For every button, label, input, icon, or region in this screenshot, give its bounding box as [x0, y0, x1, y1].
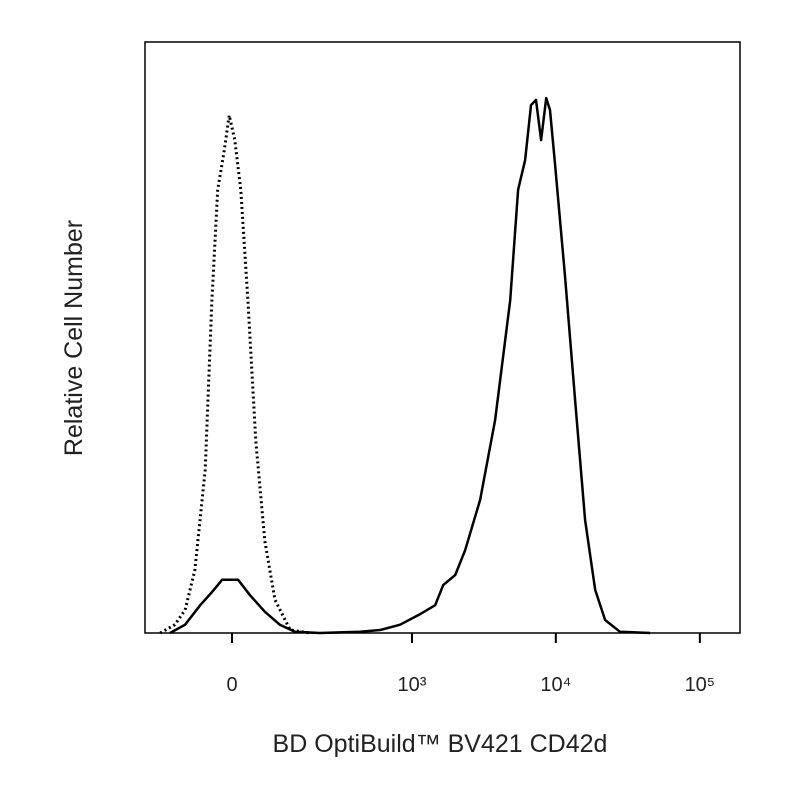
histogram-line — [169, 96, 651, 635]
plot-frame — [144, 41, 741, 634]
histogram-line — [159, 113, 311, 635]
x-tick-label: 10⁵ — [685, 674, 716, 696]
x-axis-title: BD OptiBuild™ BV421 CD42d — [273, 730, 608, 758]
x-tick-label: 0 — [226, 674, 237, 696]
x-tick-label: 10³ — [398, 674, 427, 696]
x-tick-label: 10⁴ — [540, 674, 571, 696]
y-axis-title: Relative Cell Number — [60, 220, 88, 456]
